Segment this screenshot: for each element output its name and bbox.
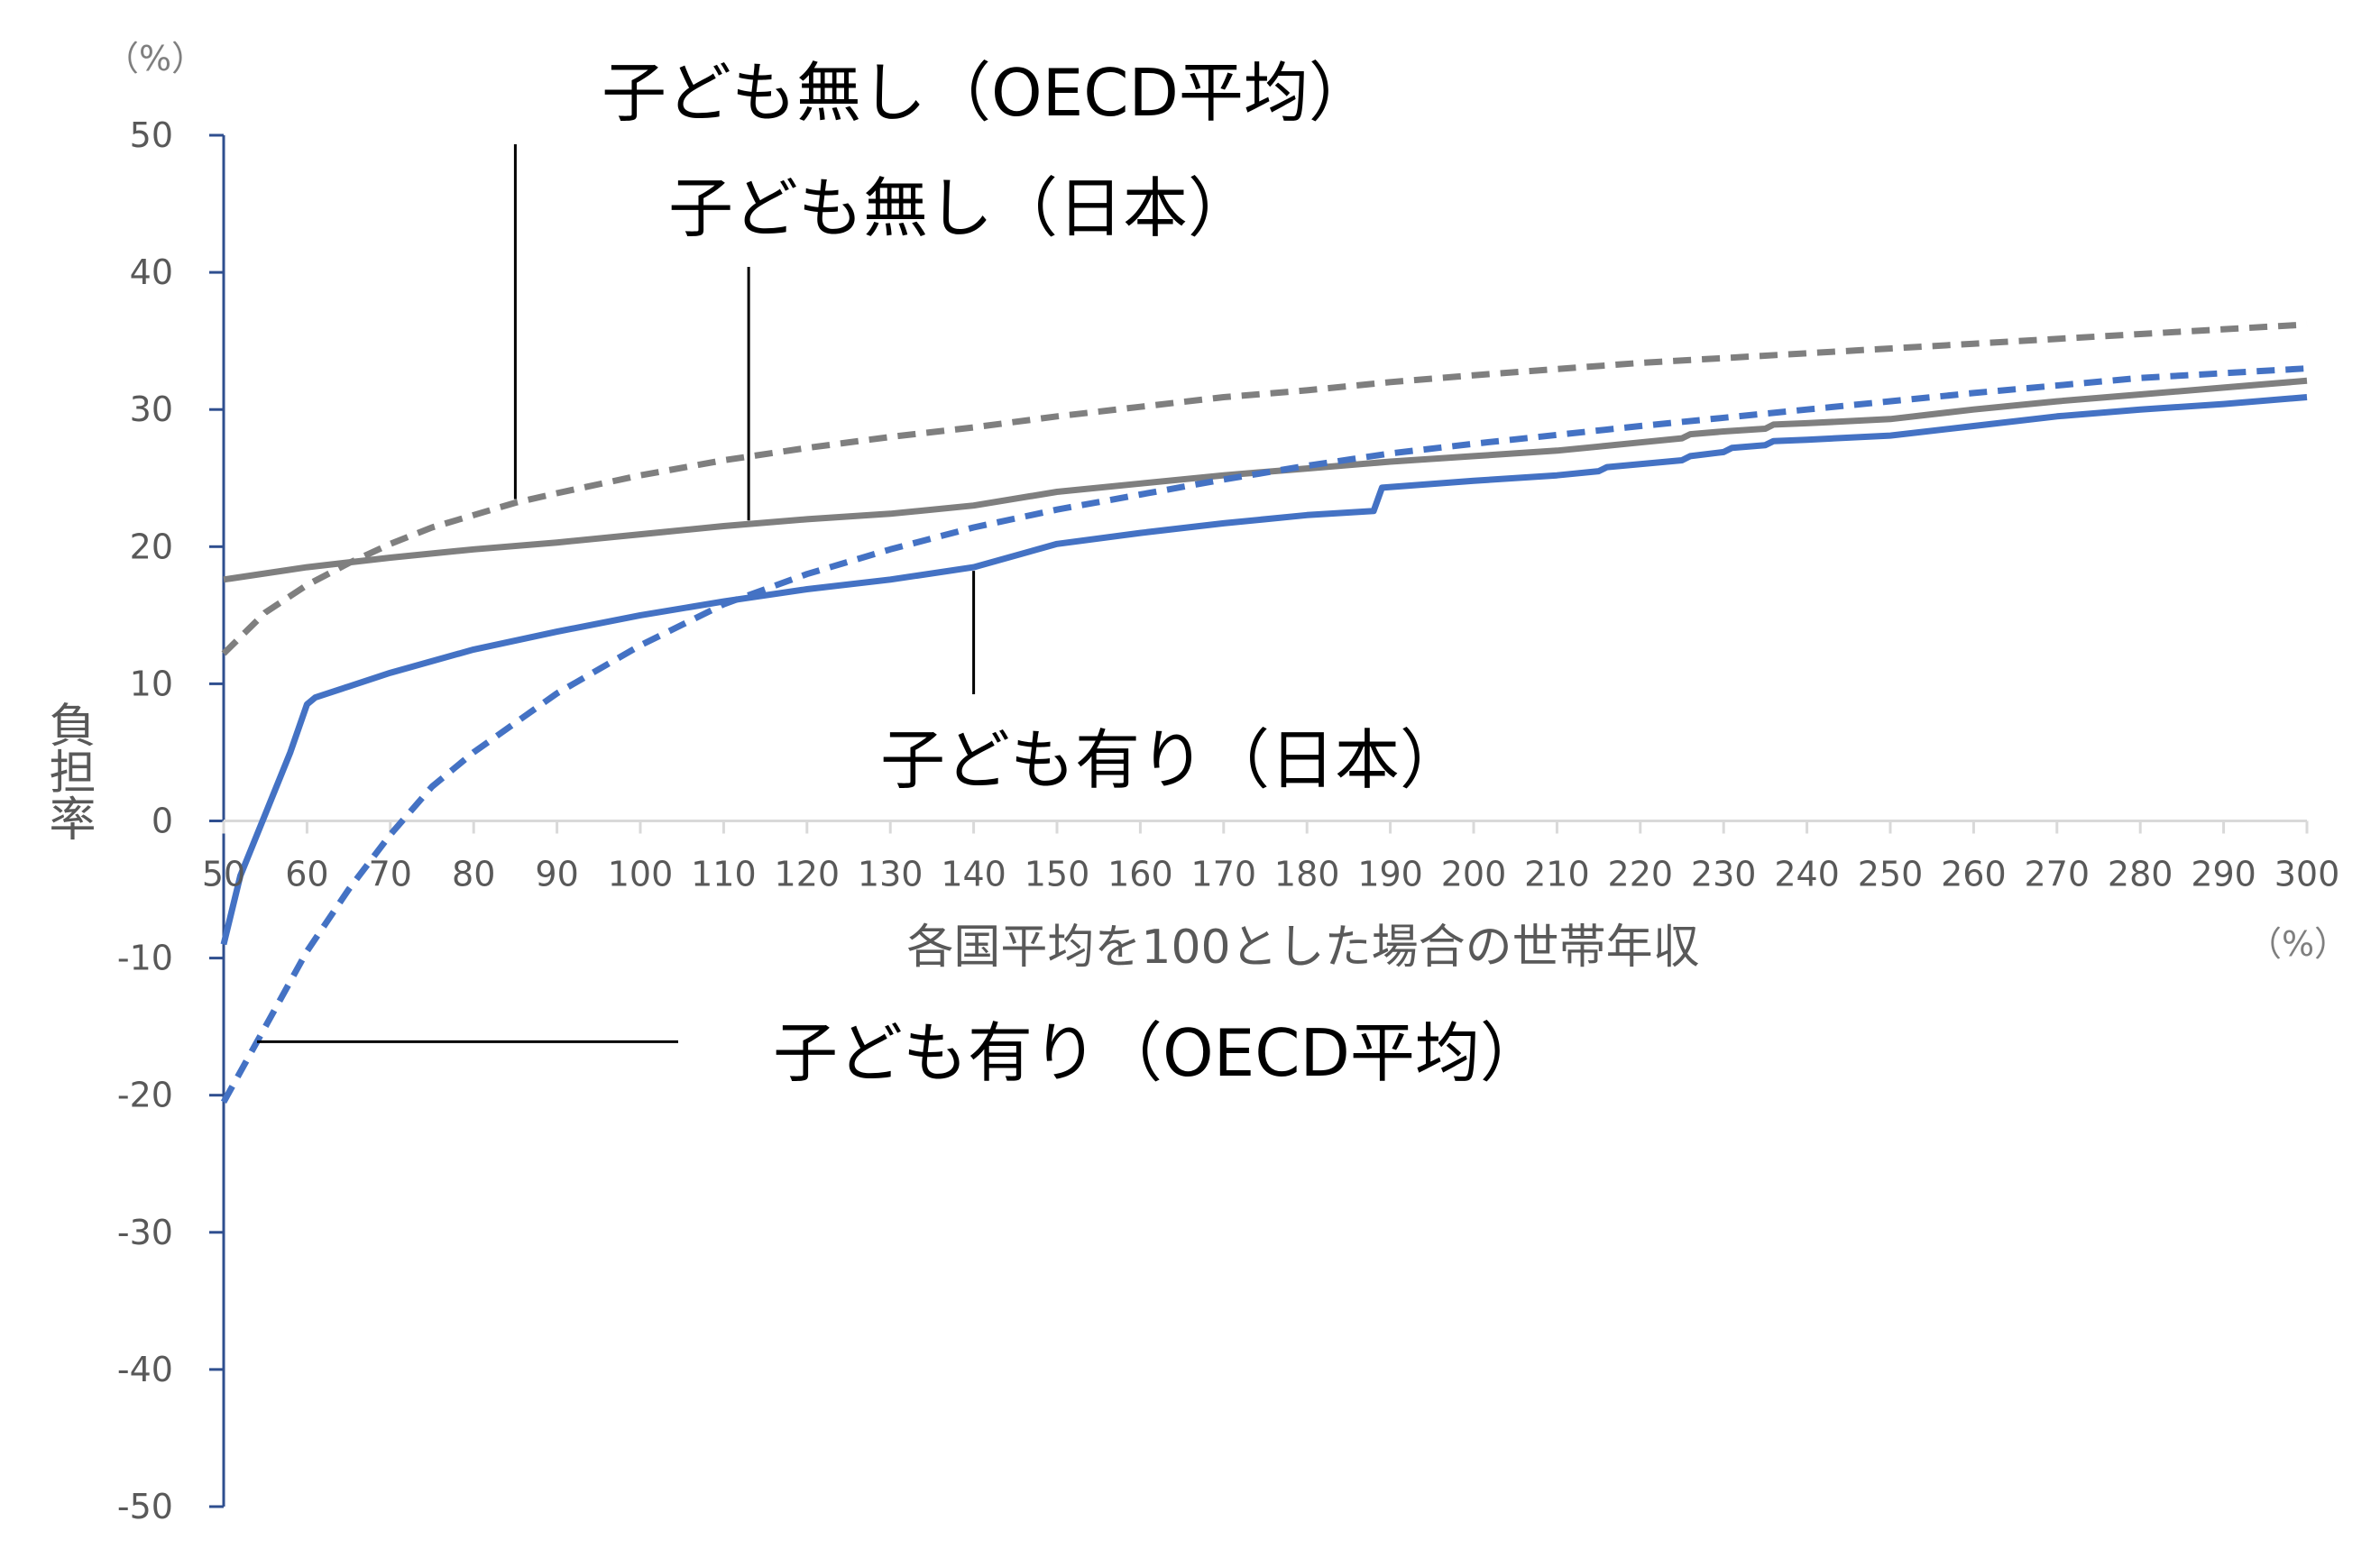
axes [209, 133, 2309, 1508]
x-tick-label: 60 [285, 855, 328, 894]
x-tick-label: 130 [858, 855, 924, 894]
annotation-label: 子ども無し（日本） [668, 170, 1253, 246]
series-lines [220, 321, 2308, 1104]
x-tick-label: 160 [1107, 855, 1173, 894]
y-tick-label: 10 [130, 664, 173, 703]
series-line-3 [220, 365, 2308, 1104]
x-tick-label: 230 [1691, 855, 1757, 894]
y-tick-label: 30 [130, 390, 173, 429]
x-tick-label: 170 [1191, 855, 1257, 894]
x-tick-label: 220 [1608, 855, 1674, 894]
y-axis-title: 負担率 [41, 701, 95, 841]
series-line-1 [221, 321, 2308, 656]
series-line-4 [220, 394, 2308, 946]
x-tick-label: 140 [941, 855, 1006, 894]
x-tick-label: 100 [608, 855, 674, 894]
y-tick-label: -10 [117, 939, 173, 978]
annotation-label: 子ども有り（日本） [880, 722, 1465, 798]
x-tick-label: 180 [1274, 855, 1340, 894]
x-tick-label: 240 [1774, 855, 1840, 894]
y-tick-label: 40 [130, 252, 173, 292]
y-unit-label: （%） [105, 39, 206, 78]
y-tick-label: 50 [130, 115, 173, 155]
x-tick-label: 300 [2274, 855, 2340, 894]
y-tick-label: -40 [117, 1350, 173, 1389]
y-tick-label: -30 [117, 1213, 173, 1252]
x-tick-label: 50 [202, 855, 245, 894]
y-tick-label: 20 [130, 527, 173, 566]
y-tick-label: -20 [117, 1076, 173, 1115]
x-tick-label: 260 [1941, 855, 2007, 894]
y-tick-label: -50 [117, 1487, 173, 1526]
x-tick-label: 280 [2108, 855, 2173, 894]
x-tick-label: 150 [1025, 855, 1090, 894]
x-tick-label: 190 [1357, 855, 1423, 894]
x-axis-title: 各国平均を100とした場合の世帯年収 [906, 921, 1699, 975]
x-unit-label: （%） [2247, 924, 2348, 964]
annotations: 子ども無し（OECD平均） 子ども無し（日本） 子ども有り（日本） 子ども有り（OEC… [256, 55, 1545, 1091]
x-tick-label: 120 [775, 855, 841, 894]
x-tick-label: 80 [452, 855, 495, 894]
annotation-label: 子ども無し（OECD平均） [602, 55, 1374, 131]
x-tick-label: 290 [2191, 855, 2256, 894]
x-tick-label: 250 [1858, 855, 1924, 894]
x-tick-label: 110 [691, 855, 757, 894]
x-tick-label: 90 [535, 855, 578, 894]
x-tick-label: 200 [1441, 855, 1507, 894]
y-tick-label: 0 [152, 802, 173, 841]
series-line-2 [223, 377, 2308, 583]
annotation-label: 子ども有り（OECD平均） [773, 1015, 1545, 1091]
x-tick-label: 210 [1524, 855, 1590, 894]
x-tick-label: 70 [369, 855, 412, 894]
x-tick-label: 270 [2025, 855, 2091, 894]
